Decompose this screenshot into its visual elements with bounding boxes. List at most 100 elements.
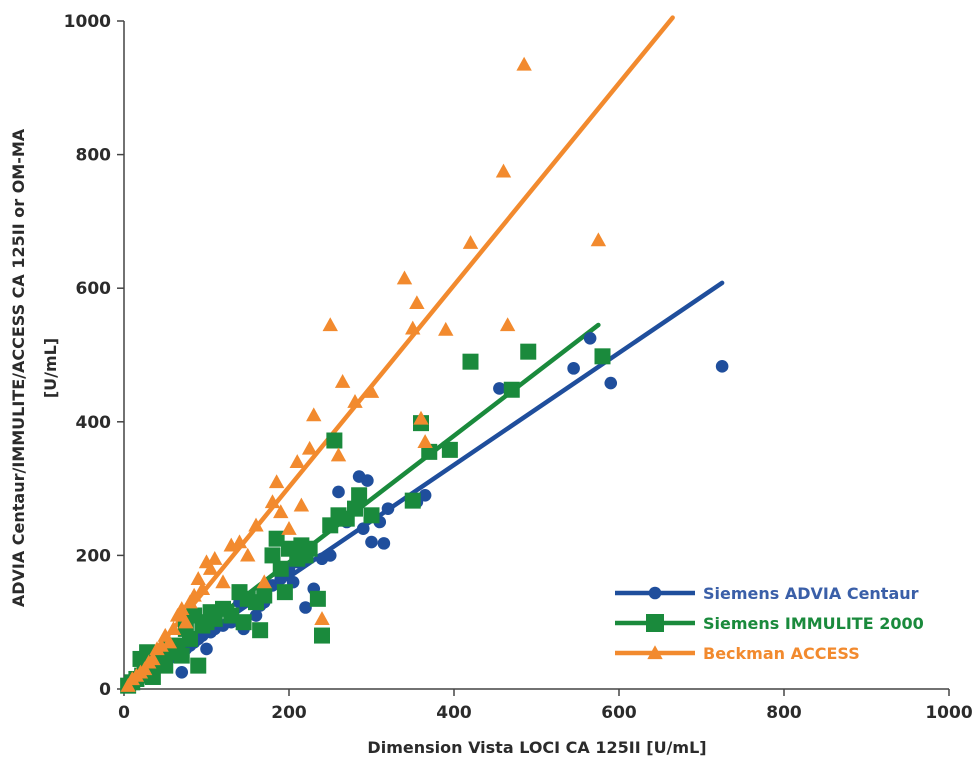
data-point-square [646,614,664,632]
y-tick-label: 400 [76,413,112,433]
data-point-triangle [240,547,256,562]
data-point-square [268,530,285,547]
x-axis-title: Dimension Vista LOCI CA 125II [U/mL] [367,738,706,757]
data-point-square [173,647,190,664]
data-point-square [235,614,252,631]
data-point-circle [715,360,729,373]
data-point-triangle [256,574,272,589]
data-point-circle [299,601,312,614]
data-point-triangle [281,520,297,535]
y-tick-label: 200 [76,546,112,566]
data-point-square [404,492,421,509]
data-point-square [182,630,198,647]
data-point-square [462,353,479,370]
data-point-triangle [334,374,351,388]
data-point-circle [583,332,597,345]
data-point-triangle [165,621,182,636]
data-points [120,56,729,694]
y-ticks: 0 200 400 600 800 1000 [64,12,124,700]
data-point-square [223,607,240,624]
series-2 [120,56,607,692]
data-point-triangle [186,587,202,602]
data-point-circle [356,522,370,535]
data-point-triangle [194,581,211,595]
x-tick-label: 600 [601,703,637,723]
data-point-triangle [215,574,231,589]
data-point-triangle [495,163,512,178]
data-point-triangle [322,317,338,332]
legend-item: Siemens IMMULITE 2000 [615,614,924,633]
data-point-circle [604,376,618,390]
data-point-circle [249,609,263,622]
data-point-triangle [178,614,194,629]
series-0 [121,332,729,692]
y-tick-label: 600 [76,279,112,299]
data-point-square [252,622,269,639]
x-tick-label: 0 [118,703,130,723]
data-point-circle [381,502,395,515]
data-point-triangle [417,434,433,448]
data-point-triangle [268,474,285,489]
data-point-square [190,657,207,674]
data-point-triangle [231,534,248,549]
data-point-circle [567,362,580,375]
data-point-circle [418,488,432,502]
y-tick-label: 0 [99,680,111,700]
data-point-triangle [293,497,310,512]
legend: Siemens ADVIA Centaur Siemens IMMULITE 20… [615,584,924,663]
data-point-triangle [248,517,264,532]
legend-label: Siemens IMMULITE 2000 [703,614,924,633]
data-point-square [301,540,318,557]
data-point-triangle [301,440,318,455]
data-point-circle [377,537,391,550]
data-point-triangle [413,410,429,425]
data-point-triangle [264,494,281,509]
legend-label: Siemens ADVIA Centaur [703,584,919,603]
y-axis-title-line1: ADVIA Centaur/IMMULITE/ACCESS CA 125II o… [9,128,28,607]
data-point-square [272,560,289,577]
data-point-square [594,348,611,365]
data-point-triangle [647,645,663,660]
legend-label: Beckman ACCESS [703,644,860,663]
data-point-triangle [516,56,532,71]
data-point-triangle [590,232,607,247]
data-point-triangle [273,504,289,519]
data-point-square [503,381,520,398]
data-point-triangle [363,384,380,398]
x-tick-label: 1000 [925,703,972,723]
data-point-square [347,500,363,517]
data-point-square [351,487,368,504]
data-point-square [363,507,380,524]
data-point-square [264,547,281,564]
data-point-triangle [145,651,161,666]
data-point-triangle [462,235,479,249]
data-point-square [326,432,343,449]
data-point-triangle [174,601,190,615]
data-point-square [157,657,174,674]
fit-lines [121,15,725,692]
legend-item: Siemens ADVIA Centaur [615,584,919,603]
data-point-triangle [405,320,421,335]
y-tick-label: 800 [76,146,112,166]
x-ticks: 0 200 400 600 800 1000 [118,689,973,723]
data-point-circle [323,549,337,562]
legend-item: Beckman ACCESS [615,644,860,663]
data-point-triangle [207,551,223,565]
data-point-triangle [161,634,178,649]
data-point-circle [200,642,213,656]
data-point-circle [361,474,374,487]
y-axis-title-line2: [U/mL] [41,338,60,398]
data-point-circle [648,586,662,600]
data-point-triangle [190,571,206,585]
data-point-square [314,627,330,644]
data-point-triangle [330,447,347,462]
axes: 0 200 400 600 800 1000 0 200 400 600 800 1000 [64,12,973,723]
x-tick-label: 200 [271,703,307,723]
data-point-triangle [314,611,330,626]
data-point-square [256,587,273,604]
fit-line-2 [121,15,675,692]
data-point-triangle [396,270,413,285]
data-point-triangle [438,321,454,336]
y-tick-label: 1000 [64,12,111,32]
